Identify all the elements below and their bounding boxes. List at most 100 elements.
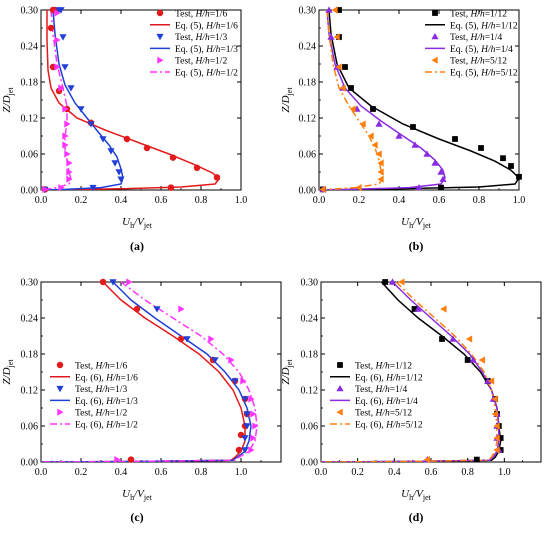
x-label-sub2: jet [143, 493, 153, 502]
data-point [398, 278, 405, 286]
y-tick-label: 0.12 [301, 386, 319, 397]
data-point [431, 159, 439, 166]
y-tick-label: 0.00 [301, 458, 319, 469]
legend-text-post: =1/2 [220, 69, 238, 79]
legend-text-ital: H/h [94, 385, 110, 395]
y-tick-label: 0.00 [21, 458, 39, 469]
data-point [325, 6, 333, 13]
x-tick-label: 0.4 [115, 467, 128, 478]
data-point [193, 164, 201, 172]
legend-text-ital: H/h [374, 362, 390, 372]
legend-label: Eq. (6), H/h=1/2 [75, 420, 138, 431]
series-line [41, 281, 246, 462]
legend-marker [336, 408, 343, 416]
data-point [66, 159, 73, 167]
legend-text-post: =1/12 [485, 10, 507, 20]
panel-b: 0.0 0.2 0.4 0.6 0.8 1.0 0.00 0.06 0.12 0.18 0.24 0.… [280, 6, 525, 254]
x-tick-label: 0.4 [393, 195, 406, 206]
data-point [153, 306, 161, 313]
data-point [123, 135, 131, 143]
data-point [439, 336, 445, 342]
data-point [178, 305, 185, 313]
y-tick-label: 0.24 [299, 42, 317, 53]
legend-text-ital: H/h [480, 69, 496, 79]
data-point [349, 105, 356, 113]
data-point [370, 106, 376, 112]
legend-label: Test, H/h=1/2 [75, 409, 127, 419]
data-point [62, 132, 69, 140]
x-tick-label: 0.0 [315, 467, 328, 478]
legend-text-pre: Eq. (5), [175, 20, 206, 31]
legend-text-pre: Test, [175, 33, 195, 43]
data-point [58, 84, 65, 92]
x-label-mid: /V [412, 488, 424, 500]
y-axis-label: Z/Djet [280, 359, 294, 385]
panel-d: 0.0 0.2 0.4 0.6 0.8 1.0 0.00 0.06 0.12 0.18 0.24 0.… [280, 278, 542, 524]
legend-label: Eq. (5), H/h=1/6 [175, 20, 238, 31]
legend-text-ital: H/h [385, 421, 401, 431]
y-tick-label: 0.12 [21, 114, 39, 125]
legend-text-ital: H/h [480, 21, 496, 31]
x-tick-label: 1.0 [498, 467, 511, 478]
legend-label: Eq. (5), H/h=1/4 [450, 44, 513, 55]
panel-label: (c) [130, 510, 143, 524]
series-line [321, 281, 500, 462]
legend-label: Eq. (6), H/h=1/6 [75, 372, 138, 383]
x-label-main: U [401, 488, 410, 500]
x-axis-label: Uh/Vjet [122, 216, 153, 230]
data-point [89, 184, 97, 192]
legend-text-ital: H/h [385, 373, 401, 383]
data-point [371, 141, 378, 149]
x-tick-label: 0.0 [35, 467, 48, 478]
data-point [231, 378, 239, 385]
legend-marker [156, 33, 164, 41]
data-point [133, 305, 141, 313]
data-point [491, 410, 498, 418]
y-label-sub: jet [6, 359, 15, 369]
legend-marker [432, 10, 438, 16]
data-point [473, 456, 480, 463]
data-point [243, 411, 251, 418]
legend-text-post: =1/2 [210, 57, 228, 67]
data-point [449, 335, 457, 342]
legend-label: Eq. (6), H/h=1/3 [75, 396, 138, 407]
data-point [169, 154, 177, 161]
x-tick-label: 0.6 [425, 467, 438, 478]
legend-marker [156, 9, 164, 17]
data-point [388, 278, 397, 285]
x-label-sub2: jet [422, 493, 432, 502]
y-axis-label: Z/Djet [280, 87, 294, 113]
data-point [114, 456, 121, 464]
legend: Test, H/h=1/6Eq. (6), H/h=1/6 Test, H/h=1… [50, 362, 138, 431]
legend-text-ital: H/h [94, 362, 110, 372]
legend-label: Eq. (5), H/h=1/2 [175, 68, 238, 79]
data-point [59, 34, 67, 41]
data-point [465, 335, 473, 343]
legend-text-ital: H/h [469, 57, 485, 67]
legend-text-post: =1/6 [110, 362, 128, 372]
legend-text-ital: H/h [385, 397, 401, 407]
data-point [241, 396, 249, 403]
y-tick-label: 0.12 [299, 114, 317, 125]
x-label-mid: /V [133, 488, 145, 500]
data-point [243, 423, 251, 430]
legend-text-post: =1/12 [390, 362, 412, 372]
data-point [250, 410, 257, 418]
legend-text-ital: H/h [469, 10, 485, 20]
x-label-mid: /V [133, 216, 145, 228]
x-tick-label: 0.6 [155, 467, 168, 478]
data-point [375, 150, 382, 158]
legend-text-ital: H/h [194, 57, 210, 67]
data-point [367, 132, 374, 140]
data-point [99, 278, 107, 286]
data-point [58, 184, 65, 192]
legend-text-post: =1/3 [210, 33, 228, 43]
legend-text-pre: Test, [450, 57, 470, 67]
data-point [438, 184, 444, 191]
x-tick-label: 0.0 [35, 195, 48, 206]
x-label-mid: /V [412, 216, 424, 228]
legend-label: Test, H/h=1/6 [75, 362, 127, 372]
y-tick-label: 0.18 [21, 78, 39, 89]
data-point [493, 422, 500, 430]
